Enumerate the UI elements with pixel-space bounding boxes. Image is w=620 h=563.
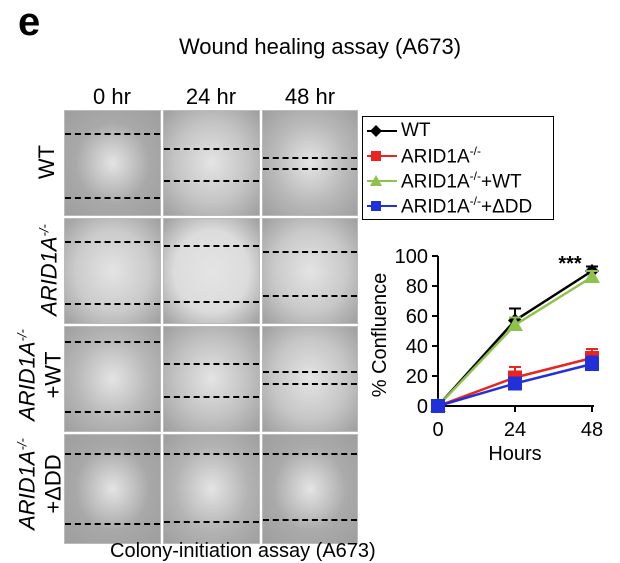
micrograph-arid1a-dd-0hr xyxy=(64,434,161,544)
row-label-arid1a-wt-line1: ARID1A-/- xyxy=(14,329,40,421)
column-header-48hr: 48 hr xyxy=(284,84,336,109)
legend-marker-arid1a-wt xyxy=(365,171,399,191)
legend-item-arid1a-wt: ARID1A-/-+WT xyxy=(365,169,522,193)
micrograph-arid1a-wt-0hr xyxy=(64,326,161,432)
chart-labels: 0 20 40 60 80 100 0 24 48 Hours % Confluence *** xyxy=(369,246,603,465)
x-tick-label: 24 xyxy=(504,419,526,441)
y-tick-label: 20 xyxy=(406,366,428,388)
figure-title: Wound healing assay (A673) xyxy=(178,34,462,59)
legend-marker-arid1a xyxy=(365,146,399,166)
micrograph-arid1a-wt-48hr xyxy=(262,326,358,432)
series-2 xyxy=(430,269,600,412)
micrograph-arid1a-24hr xyxy=(163,218,260,324)
y-tick-label: 0 xyxy=(417,396,428,418)
series-3 xyxy=(431,355,599,413)
y-tick-label: 40 xyxy=(406,336,428,358)
micrograph-wt-48hr xyxy=(262,110,358,216)
row-label-arid1a-dd-line1: ARID1A-/- xyxy=(14,438,40,530)
x-tick-label: 48 xyxy=(581,419,603,441)
legend-marker-wt xyxy=(365,121,399,141)
data-point xyxy=(431,399,445,413)
row-label-wt-text: WT xyxy=(34,144,59,180)
legend-item-wt: WT xyxy=(365,119,431,143)
legend-marker-arid1a-dd xyxy=(365,196,399,216)
micrograph-arid1a-wt-24hr xyxy=(163,326,260,432)
y-tick-label: 60 xyxy=(406,306,428,328)
series-0 xyxy=(431,264,599,413)
row-label-arid1a-text: ARID1A-/- xyxy=(36,224,62,316)
y-tick-label: 100 xyxy=(395,246,428,268)
significance-annotation: *** xyxy=(558,253,582,275)
micrograph-arid1a-dd-24hr xyxy=(163,434,260,544)
micrograph-arid1a-48hr xyxy=(262,218,358,324)
chart-series xyxy=(430,264,600,413)
panel-letter: e xyxy=(18,0,41,44)
scale-bar xyxy=(498,530,524,534)
micrograph-wt-0hr xyxy=(64,110,161,216)
legend-item-arid1a: ARID1A-/- xyxy=(365,144,481,168)
micrograph-wt-24hr xyxy=(163,110,260,216)
legend-item-arid1a-dd: ARID1A-/-+ΔDD xyxy=(365,194,532,218)
chart-axes xyxy=(432,255,594,412)
row-label-arid1a-dd-line2: +ΔDD xyxy=(40,454,66,514)
micrograph-grid xyxy=(64,110,358,544)
data-point xyxy=(507,317,523,331)
data-point xyxy=(584,269,600,283)
legend-label-arid1a-dd: ARID1A-/-+ΔDD xyxy=(401,193,533,218)
next-panel-title-cut: Colony-initiation assay (A673) xyxy=(110,540,376,562)
y-axis-label: % Confluence xyxy=(369,273,391,398)
chart-legend: WT ARID1A-/- ARID1A-/-+WT ARID1A-/-+ΔDD xyxy=(362,116,554,220)
micrograph-arid1a-dd-48hr xyxy=(262,434,358,544)
row-label-arid1a-wt-line2: +WT xyxy=(40,351,66,399)
x-tick-label: 0 xyxy=(432,419,443,441)
legend-label-wt: WT xyxy=(401,120,431,141)
data-point xyxy=(585,357,599,371)
data-point xyxy=(508,376,522,391)
confluence-chart: 0 20 40 60 80 100 0 24 48 Hours % Confluence *** xyxy=(369,246,603,465)
y-tick-label: 80 xyxy=(406,276,428,298)
legend-label-arid1a-wt: ARID1A-/-+WT xyxy=(401,168,522,193)
micrograph-arid1a-0hr xyxy=(64,218,161,324)
column-header-24hr: 24 hr xyxy=(185,84,237,109)
column-header-0hr: 0 hr xyxy=(93,84,131,109)
legend-label-arid1a: ARID1A-/- xyxy=(401,143,481,168)
x-axis-label: Hours xyxy=(488,443,541,465)
